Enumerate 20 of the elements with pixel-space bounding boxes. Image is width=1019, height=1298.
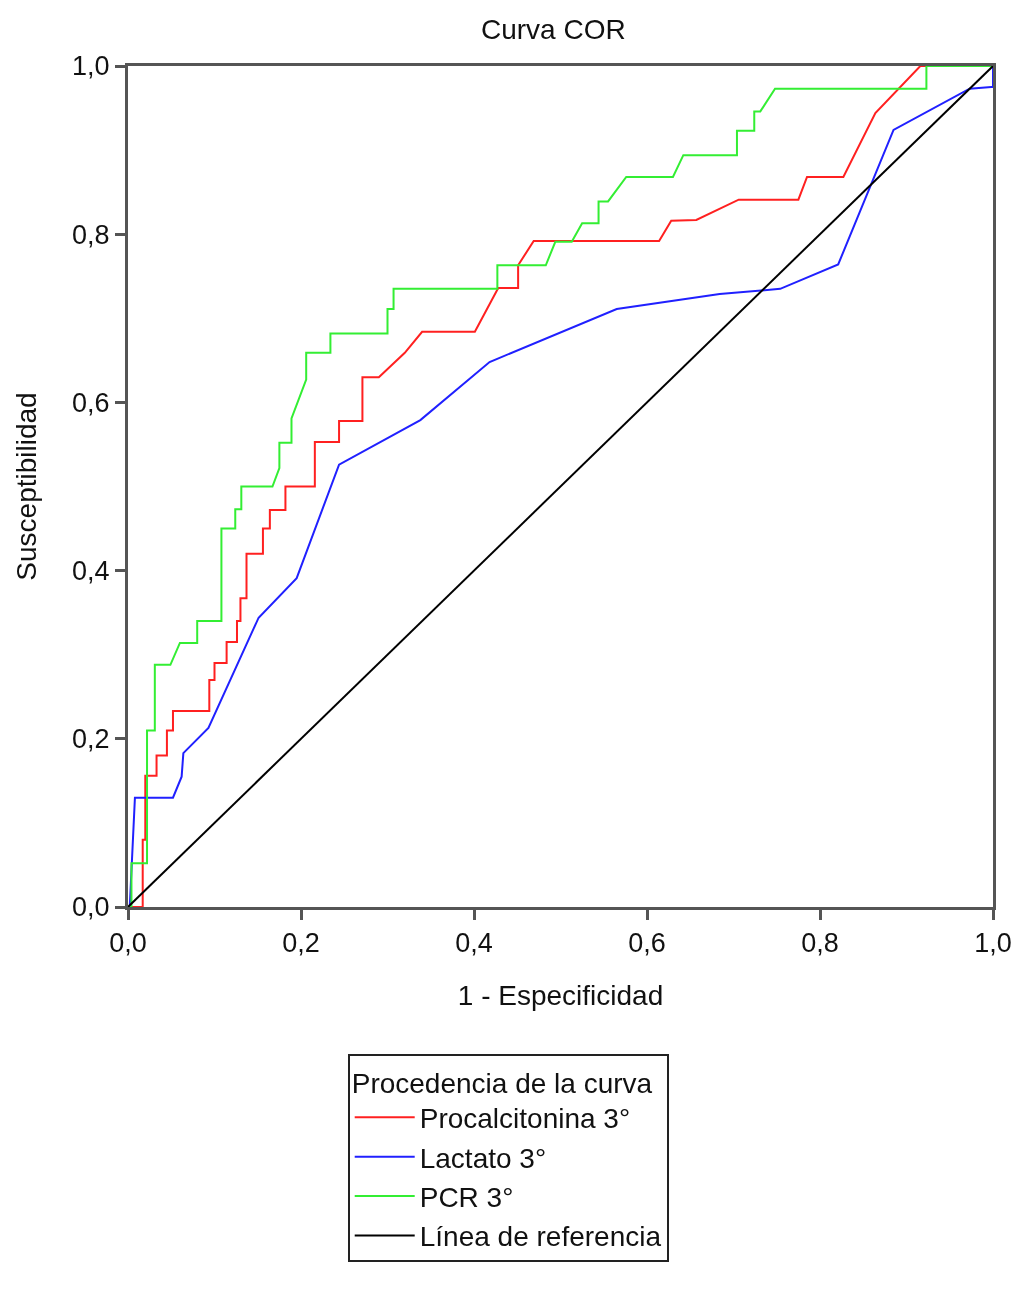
legend-title: Procedencia de la curva <box>351 1067 653 1099</box>
x-tick-label: 0,4 <box>455 928 493 959</box>
legend-label: PCR 3° <box>419 1181 514 1213</box>
legend-label: Lactato 3° <box>419 1142 547 1174</box>
chart-title: Curva COR <box>480 14 626 46</box>
x-tick-label: 0,8 <box>801 928 839 959</box>
x-tick-label: 0,2 <box>282 928 320 959</box>
y-axis-title: Susceptibilidad <box>10 392 42 581</box>
x-tick-label: 1,0 <box>974 928 1012 959</box>
y-tick-label: 0,6 <box>72 387 110 418</box>
legend-label: Procalcitonina 3° <box>419 1103 631 1135</box>
x-axis-title: 1 - Especificidad <box>457 979 664 1011</box>
legend-label: Línea de referencia <box>419 1221 662 1253</box>
y-tick-label: 0,2 <box>72 724 110 755</box>
y-tick-label: 0,4 <box>72 556 110 587</box>
y-tick-label: 0,0 <box>72 892 110 923</box>
y-tick-label: 0,8 <box>72 219 110 250</box>
x-tick-label: 0,6 <box>628 928 666 959</box>
y-tick-label: 1,0 <box>72 51 110 82</box>
x-tick-label: 0,0 <box>109 928 147 959</box>
